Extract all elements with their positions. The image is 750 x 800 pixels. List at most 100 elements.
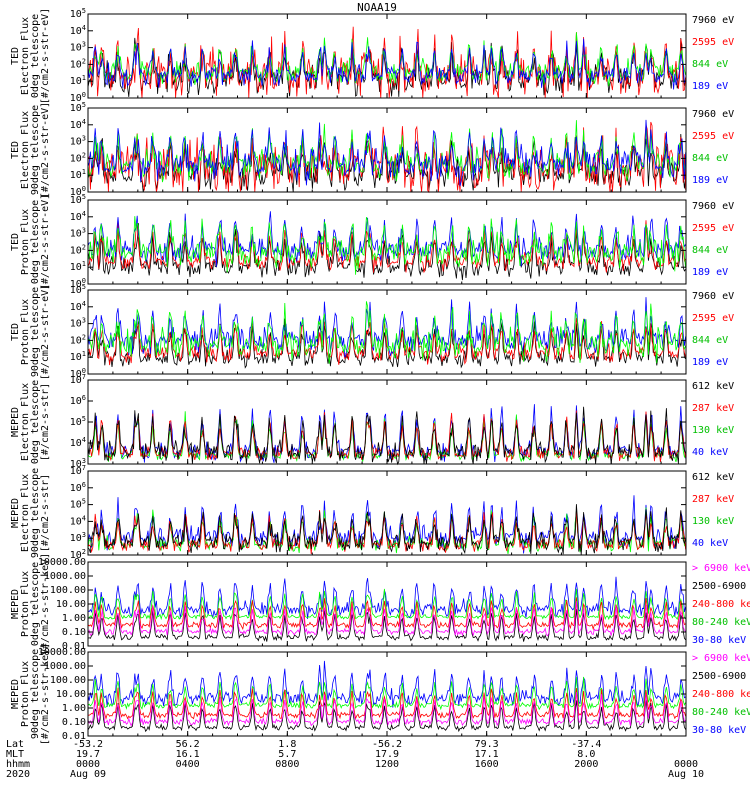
x-tick-label: 56.2	[176, 739, 200, 750]
y-tick-label: 105	[70, 498, 86, 511]
y-tick-label: 100	[70, 185, 86, 198]
legend-entry: 7960 eV	[692, 109, 734, 120]
y-tick-label: 0.10	[62, 627, 86, 638]
y-tick-label: 104	[70, 514, 86, 527]
series-612-kev	[87, 406, 686, 466]
legend-entry: 40 keV	[692, 538, 728, 549]
legend-entry: > 6900 keV	[692, 653, 750, 664]
series-30-80-kev	[87, 660, 686, 708]
legend-entry: 40 keV	[692, 447, 728, 458]
y-tick-label: 102	[70, 548, 86, 561]
panel-3: 100 101 102 103 104 105 TEDProton Flux0deg tel…	[10, 193, 734, 290]
x-tick-label: -56.2	[372, 739, 402, 750]
series-80-240-kev	[87, 588, 686, 621]
x-tick-label: 1.8	[278, 739, 296, 750]
x-tick-label: 0400	[176, 759, 200, 770]
y-tick-label: 1000.00	[44, 571, 86, 582]
series-40-kev	[87, 495, 686, 554]
figure-title: NOAA19	[357, 1, 397, 14]
y-tick-label: 103	[70, 135, 86, 148]
y-tick-label: 106	[70, 481, 86, 494]
x-row-label: Lat	[6, 739, 24, 750]
x-tick-label: 17.9	[375, 749, 399, 760]
x-tick-label: Aug 09	[70, 769, 106, 780]
y-tick-label: 105	[70, 101, 86, 114]
legend-entry: 844 eV	[692, 153, 728, 164]
y-tick-label: 1.00	[62, 703, 86, 714]
panel-3-series	[87, 211, 686, 281]
legend-entry: 30-80 keV	[692, 725, 746, 736]
x-tick-label: 1200	[375, 759, 399, 770]
legend-entry: 7960 eV	[692, 291, 734, 302]
legend-entry: 2595 eV	[692, 37, 734, 48]
y-tick-label: 105	[70, 415, 86, 428]
x-tick-label: 8.0	[577, 749, 595, 760]
y-tick-label: 102	[70, 243, 86, 256]
legend-entry: 287 keV	[692, 494, 734, 505]
y-tick-label: 103	[70, 227, 86, 240]
legend-entry: 844 eV	[692, 335, 728, 346]
legend-entry: 189 eV	[692, 357, 728, 368]
series-844-ev	[87, 216, 686, 275]
legend-entry: 189 eV	[692, 267, 728, 278]
legend-entry: 189 eV	[692, 175, 728, 186]
panel-6-series	[87, 495, 686, 555]
panel-8: 0.01 0.10 1.00 10.00 100.00 1000.00 10000.00ME…	[10, 643, 750, 745]
y-tick-label: 10000.00	[38, 557, 86, 568]
y-tick-label: 101	[70, 74, 86, 87]
panel-5-series	[87, 404, 686, 466]
legend-entry: 7960 eV	[692, 201, 734, 212]
y-tick-label: 1000.00	[44, 661, 86, 672]
panel-7-series	[87, 576, 686, 642]
y-tick-label: 103	[70, 317, 86, 330]
legend-entry: 2500-6900	[692, 581, 746, 592]
series-189-ev	[87, 297, 686, 358]
x-tick-label: 16.1	[176, 749, 200, 760]
x-tick-label: Aug 10	[668, 769, 704, 780]
y-tick-label: 102	[70, 151, 86, 164]
y-tick-label: 101	[70, 350, 86, 363]
series-2595-ev	[87, 317, 686, 366]
x-tick-label: 1600	[475, 759, 499, 770]
legend-entry: 130 keV	[692, 516, 734, 527]
legend-entry: 612 keV	[692, 381, 734, 392]
legend-entry: 80-240 keV	[692, 617, 750, 628]
legend-entry: 189 eV	[692, 81, 728, 92]
y-tick-label: 103	[70, 531, 86, 544]
y-tick-label: 0.01	[62, 731, 86, 742]
y-tick-label: 100	[70, 91, 86, 104]
legend-entry: 2500-6900	[692, 671, 746, 682]
series-240-800-kev	[88, 687, 686, 721]
panel-ylabel: TEDElectron Flux90deg telescope[#/cm2-s-…	[10, 102, 51, 198]
series-844-ev	[87, 32, 686, 87]
legend-entry: 240-800 keV	[692, 689, 750, 700]
y-tick-label: 105	[70, 283, 86, 296]
panel-ylabel: MEPEDProton Flux0deg telescope[#/cm2-s-s…	[10, 553, 51, 655]
x-tick-label: 2000	[574, 759, 598, 770]
y-tick-label: 105	[70, 193, 86, 206]
series-80-240-kev	[87, 676, 686, 711]
y-tick-label: 10.00	[56, 599, 86, 610]
y-tick-label: 10000.00	[38, 647, 86, 658]
y-tick-label: 104	[70, 436, 86, 449]
y-tick-label: 100.00	[50, 585, 86, 596]
series--6900-kev	[87, 692, 686, 727]
panel-ylabel: MEPEDElectron Flux0deg telescope[#/cm2-s…	[10, 380, 51, 464]
y-tick-label: 104	[70, 24, 86, 37]
y-tick-label: 100.00	[50, 675, 86, 686]
panel-ylabel: TEDElectron Flux0deg telescope[#/cm2-s-s…	[10, 8, 51, 104]
y-tick-label: 10.00	[56, 689, 86, 700]
panel-5: 103 104 105 106 107 MEPEDElectron Flux0deg te…	[10, 373, 734, 470]
series-844-ev	[87, 301, 686, 364]
series-2500-6900	[87, 700, 686, 733]
panel-ylabel: MEPEDElectron Flux90deg telescope[#/cm2-…	[10, 468, 51, 558]
panel-8-series	[87, 660, 686, 733]
series--6900-kev	[87, 601, 686, 637]
legend-entry: 844 eV	[692, 245, 728, 256]
legend-entry: 844 eV	[692, 59, 728, 70]
legend-entry: 80-240 keV	[692, 707, 750, 718]
legend-entry: 30-80 keV	[692, 635, 746, 646]
panel-2-series	[87, 119, 686, 194]
legend-entry: 287 keV	[692, 403, 734, 414]
